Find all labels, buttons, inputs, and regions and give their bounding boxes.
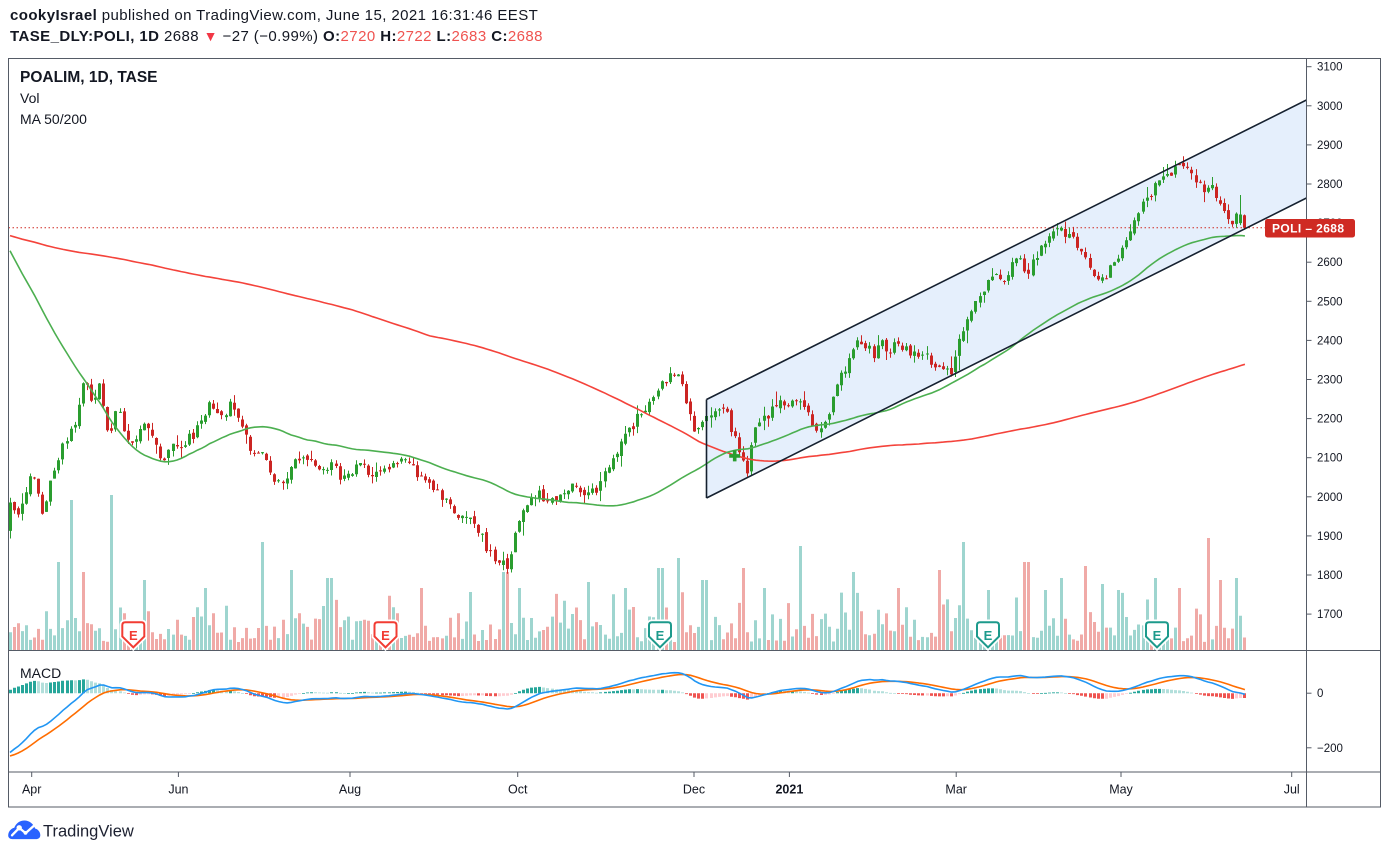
svg-text:E: E bbox=[656, 628, 665, 643]
svg-text:Vol: Vol bbox=[20, 90, 39, 106]
svg-text:0: 0 bbox=[1317, 688, 1323, 700]
svg-text:E: E bbox=[1153, 628, 1162, 643]
svg-text:2300: 2300 bbox=[1317, 375, 1343, 387]
svg-text:E: E bbox=[129, 628, 138, 643]
svg-text:1800: 1800 bbox=[1317, 570, 1343, 582]
svg-text:POLI – 2688: POLI – 2688 bbox=[1272, 222, 1344, 236]
svg-text:2500: 2500 bbox=[1317, 296, 1343, 308]
svg-text:May: May bbox=[1109, 783, 1133, 797]
svg-text:3000: 3000 bbox=[1317, 101, 1343, 113]
svg-text:1700: 1700 bbox=[1317, 609, 1343, 621]
svg-text:POALIM, 1D, TASE: POALIM, 1D, TASE bbox=[20, 69, 158, 86]
svg-text:2600: 2600 bbox=[1317, 257, 1343, 269]
svg-text:Oct: Oct bbox=[508, 783, 528, 797]
svg-text:MA 50/200: MA 50/200 bbox=[20, 111, 87, 127]
svg-text:Mar: Mar bbox=[945, 783, 967, 797]
svg-text:2800: 2800 bbox=[1317, 179, 1343, 191]
svg-text:Jun: Jun bbox=[168, 783, 188, 797]
svg-text:2000: 2000 bbox=[1317, 492, 1343, 504]
svg-text:E: E bbox=[984, 628, 993, 643]
svg-text:1900: 1900 bbox=[1317, 531, 1343, 543]
svg-text:2900: 2900 bbox=[1317, 140, 1343, 152]
svg-text:2100: 2100 bbox=[1317, 453, 1343, 465]
svg-text:Aug: Aug bbox=[339, 783, 361, 797]
svg-text:2400: 2400 bbox=[1317, 335, 1343, 347]
svg-text:MACD: MACD bbox=[20, 665, 61, 681]
svg-text:TradingView: TradingView bbox=[43, 823, 134, 841]
svg-text:2021: 2021 bbox=[775, 783, 803, 797]
svg-text:E: E bbox=[381, 628, 390, 643]
svg-text:2200: 2200 bbox=[1317, 414, 1343, 426]
svg-text:Apr: Apr bbox=[22, 783, 41, 797]
svg-text:−200: −200 bbox=[1317, 743, 1343, 755]
svg-text:Dec: Dec bbox=[683, 783, 705, 797]
svg-text:3100: 3100 bbox=[1317, 62, 1343, 74]
svg-text:Jul: Jul bbox=[1284, 783, 1300, 797]
